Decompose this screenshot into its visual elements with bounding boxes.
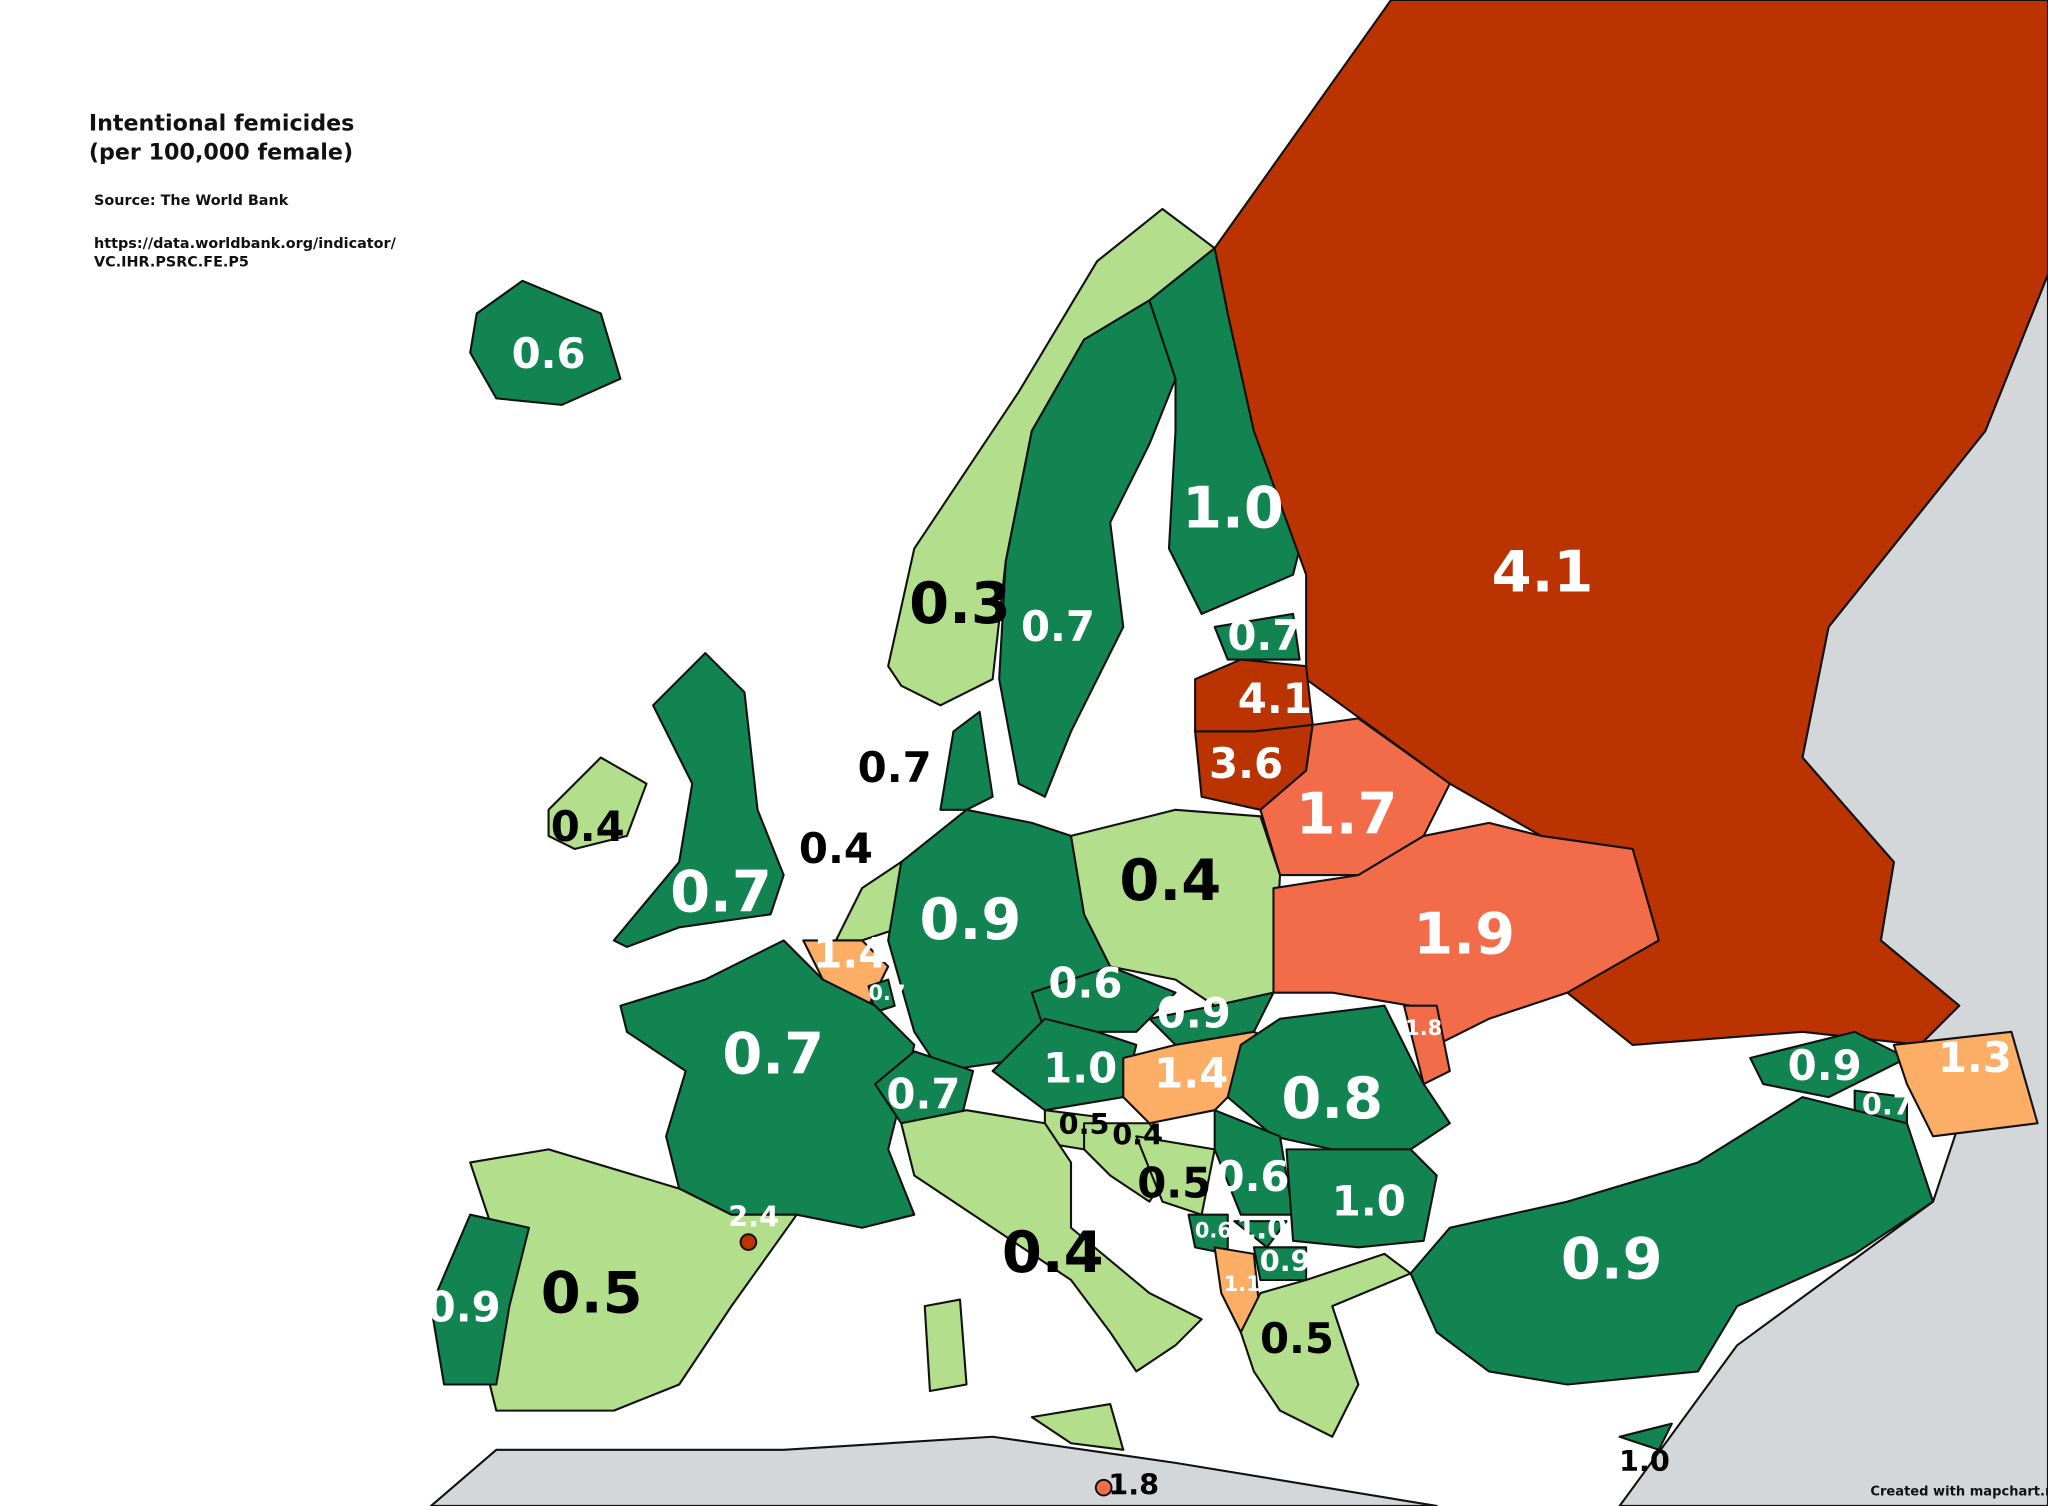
value-label: 0.5 bbox=[1137, 1158, 1211, 1207]
value-label: 0.5 bbox=[1059, 1107, 1110, 1141]
region bbox=[1749, 1030, 1908, 1099]
region bbox=[1272, 821, 1660, 1046]
value-label: 1.0 bbox=[1043, 1044, 1117, 1093]
value-label: 1.8 bbox=[1405, 1016, 1442, 1040]
value-label: 0.9 bbox=[1260, 1244, 1311, 1278]
land bbox=[429, 1435, 1438, 1506]
value-label: 0.6 bbox=[512, 329, 586, 378]
value-label: 0.7 bbox=[886, 1070, 960, 1119]
region bbox=[923, 1298, 968, 1393]
value-label: 0.7 bbox=[670, 859, 772, 926]
value-label: 1.8 bbox=[1108, 1467, 1159, 1501]
value-label: 0.6 bbox=[1216, 1152, 1290, 1201]
region bbox=[1403, 1004, 1451, 1086]
credit: Created with mapchart.ne bbox=[1870, 1485, 2048, 1500]
value-label: 0.4 bbox=[1002, 1219, 1104, 1286]
value-label: 0.9 bbox=[427, 1283, 501, 1332]
value-label: 0.9 bbox=[920, 886, 1022, 953]
value-label: 1.0 bbox=[1619, 1444, 1670, 1478]
region bbox=[1148, 991, 1275, 1046]
region bbox=[998, 299, 1177, 798]
region bbox=[1213, 0, 2048, 1046]
value-label: 0.7 bbox=[858, 743, 932, 792]
source-url: https://data.worldbank.org/indicator/VC.… bbox=[94, 235, 396, 271]
region bbox=[939, 710, 994, 811]
value-label: 0.9 bbox=[1561, 1226, 1663, 1293]
value-label: 0.7 bbox=[1862, 1087, 1913, 1121]
value-label: 0.7 bbox=[1021, 602, 1095, 651]
value-label: 0.8 bbox=[1281, 1065, 1383, 1132]
source: Source: The World Bank bbox=[94, 191, 289, 209]
value-label: 3.6 bbox=[1209, 739, 1283, 788]
region bbox=[1618, 1422, 1673, 1451]
region-dot bbox=[739, 1233, 758, 1251]
region bbox=[874, 1050, 975, 1125]
value-label: 1.9 bbox=[1413, 900, 1515, 967]
region bbox=[1213, 612, 1301, 661]
value-label: 0.4 bbox=[1112, 1117, 1163, 1151]
region bbox=[429, 1213, 531, 1386]
value-label: 0.4 bbox=[551, 802, 625, 851]
region bbox=[1226, 1004, 1451, 1151]
value-label: 0.9 bbox=[1157, 989, 1231, 1038]
region bbox=[1409, 1096, 1935, 1386]
value-label: 0.3 bbox=[909, 570, 1011, 637]
value-label: 0.6 bbox=[1048, 959, 1122, 1008]
value-label: 1.1 bbox=[1224, 1272, 1261, 1296]
value-label: 0.5 bbox=[1260, 1314, 1334, 1363]
value-label: 0.4 bbox=[1119, 847, 1221, 914]
value-label: 1.0 bbox=[1182, 475, 1284, 542]
value-label: 1.0 bbox=[1236, 1211, 1287, 1245]
value-label: 1.4 bbox=[813, 929, 887, 978]
value-label: 0.7 bbox=[1227, 611, 1301, 660]
value-label: 1.4 bbox=[1154, 1049, 1228, 1098]
value-label: 0.9 bbox=[1788, 1041, 1862, 1090]
region bbox=[1259, 717, 1451, 877]
value-label: 1.3 bbox=[1938, 1033, 2012, 1082]
value-label: 1.0 bbox=[1332, 1177, 1406, 1226]
region bbox=[547, 756, 648, 851]
value-label: 2.4 bbox=[728, 1200, 779, 1234]
region bbox=[1213, 1109, 1295, 1216]
region bbox=[1285, 1148, 1438, 1249]
value-label: 0.5 bbox=[541, 1260, 643, 1327]
region bbox=[1233, 1220, 1288, 1249]
title: Intentional femicides (per 100,000 femal… bbox=[88, 111, 355, 166]
region bbox=[1030, 1403, 1125, 1451]
value-label: 0.4 bbox=[799, 824, 873, 873]
value-label: 0.6 bbox=[1195, 1219, 1232, 1243]
value-label: 4.1 bbox=[1492, 539, 1594, 606]
value-label: 0.7 bbox=[868, 981, 905, 1005]
region bbox=[1239, 1252, 1412, 1438]
region bbox=[619, 939, 916, 1229]
region bbox=[469, 279, 622, 406]
region bbox=[612, 652, 785, 948]
value-label: 1.7 bbox=[1296, 780, 1398, 847]
region bbox=[1892, 1030, 2039, 1138]
value-label: 0.7 bbox=[722, 1021, 824, 1088]
region bbox=[900, 1109, 1203, 1373]
region-dot bbox=[1094, 1478, 1113, 1497]
value-label: 4.1 bbox=[1238, 674, 1312, 723]
